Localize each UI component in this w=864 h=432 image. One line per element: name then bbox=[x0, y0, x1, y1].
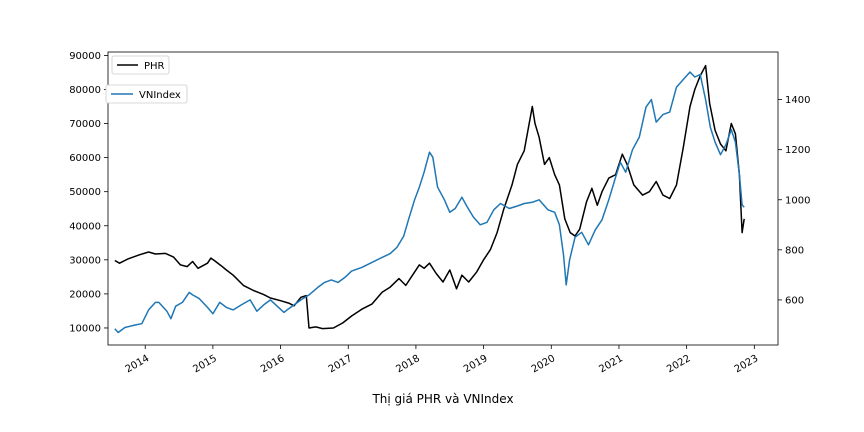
right-y-tick-label: 1400 bbox=[785, 95, 810, 106]
plot-frame bbox=[107, 51, 779, 346]
left-y-tick-label: 30000 bbox=[69, 255, 101, 266]
chart-caption: Thị giá PHR và VNIndex bbox=[371, 392, 513, 406]
x-tick-label: 2017 bbox=[327, 353, 355, 375]
right-y-tick-label: 1200 bbox=[785, 145, 810, 156]
series-line-phr bbox=[114, 64, 745, 330]
right-y-tick-label: 800 bbox=[785, 245, 804, 256]
x-tick-label: 2019 bbox=[462, 353, 490, 375]
left-y-tick-label: 20000 bbox=[69, 289, 101, 300]
x-tick-label: 2015 bbox=[191, 353, 219, 375]
left-y-tick-label: 70000 bbox=[69, 119, 101, 130]
x-tick-label: 2018 bbox=[394, 353, 422, 375]
right-y-tick-label: 1000 bbox=[785, 195, 810, 206]
left-y-tick-label: 40000 bbox=[69, 221, 101, 232]
left-y-tick-label: 10000 bbox=[69, 323, 101, 334]
x-tick-label: 2021 bbox=[597, 353, 625, 375]
x-tick-label: 2014 bbox=[124, 353, 152, 375]
left-y-tick-label: 50000 bbox=[69, 187, 101, 198]
left-y-tick-label: 90000 bbox=[69, 51, 101, 62]
x-tick-label: 2020 bbox=[530, 353, 558, 375]
series-line-vnindex bbox=[114, 71, 745, 334]
legend-vnindex-box bbox=[105, 84, 188, 104]
legend-phr: PHR bbox=[111, 55, 170, 75]
x-tick-label: 2022 bbox=[665, 353, 693, 375]
left-y-tick-label: 80000 bbox=[69, 85, 101, 96]
x-tick-label: 2016 bbox=[259, 353, 287, 375]
legend-phr-label: PHR bbox=[144, 61, 165, 72]
legend-phr-box bbox=[111, 55, 170, 75]
right-y-tick-label: 600 bbox=[785, 295, 804, 306]
legend-vnindex-label: VNIndex bbox=[139, 90, 181, 101]
x-tick-label: 2023 bbox=[733, 353, 761, 375]
legend-vnindex: VNIndex bbox=[105, 84, 188, 104]
left-y-tick-label: 60000 bbox=[69, 153, 101, 164]
